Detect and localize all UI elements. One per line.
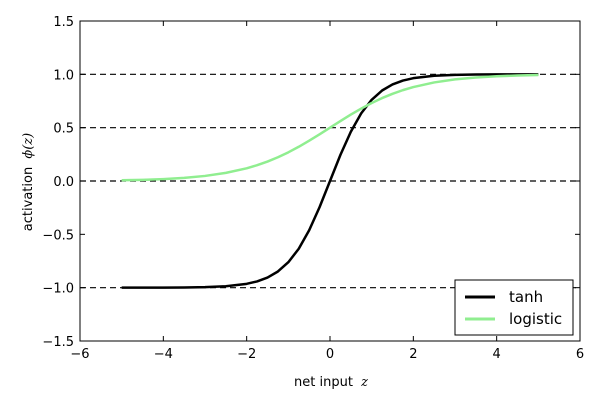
y-axis-ticks: −1.5 −1.0 −0.5 0.0 0.5 1.0 1.5 — [42, 15, 580, 350]
legend-box — [454, 279, 574, 336]
legend-label-tanh: tanh — [509, 288, 543, 306]
series-line-tanh — [121, 73, 539, 289]
series-line-logistic — [121, 73, 539, 182]
series-group — [121, 73, 539, 289]
x-tick-label: −4 — [154, 347, 173, 362]
x-axis-ticks: −6 −4 −2 0 2 4 6 — [70, 21, 584, 362]
x-axis-label: net input z — [294, 375, 368, 390]
x-tick-label: −2 — [237, 347, 256, 362]
legend-label-logistic: logistic — [509, 310, 562, 328]
y-tick-label: 0.0 — [53, 175, 74, 190]
y-tick-label: −0.5 — [42, 228, 74, 243]
y-axis-label: activation ϕ(z) — [21, 133, 36, 231]
x-tick-label: 0 — [326, 347, 334, 362]
y-tick-label: 1.0 — [53, 68, 74, 83]
y-tick-label: 0.5 — [53, 122, 74, 137]
x-tick-label: 6 — [576, 347, 584, 362]
x-axis-label-text: net input — [294, 375, 353, 390]
y-tick-label: 1.5 — [53, 15, 74, 30]
legend: tanh logistic — [454, 279, 574, 336]
y-axis-label-math: ϕ(z) — [21, 133, 36, 159]
y-tick-label: −1.0 — [42, 282, 74, 297]
x-tick-label: 4 — [493, 347, 501, 362]
x-axis-label-math: z — [360, 375, 368, 390]
y-axis-label-text: activation — [21, 167, 36, 231]
y-tick-label: −1.5 — [42, 335, 74, 350]
x-tick-label: 2 — [409, 347, 417, 362]
x-tick-label: −6 — [70, 347, 89, 362]
